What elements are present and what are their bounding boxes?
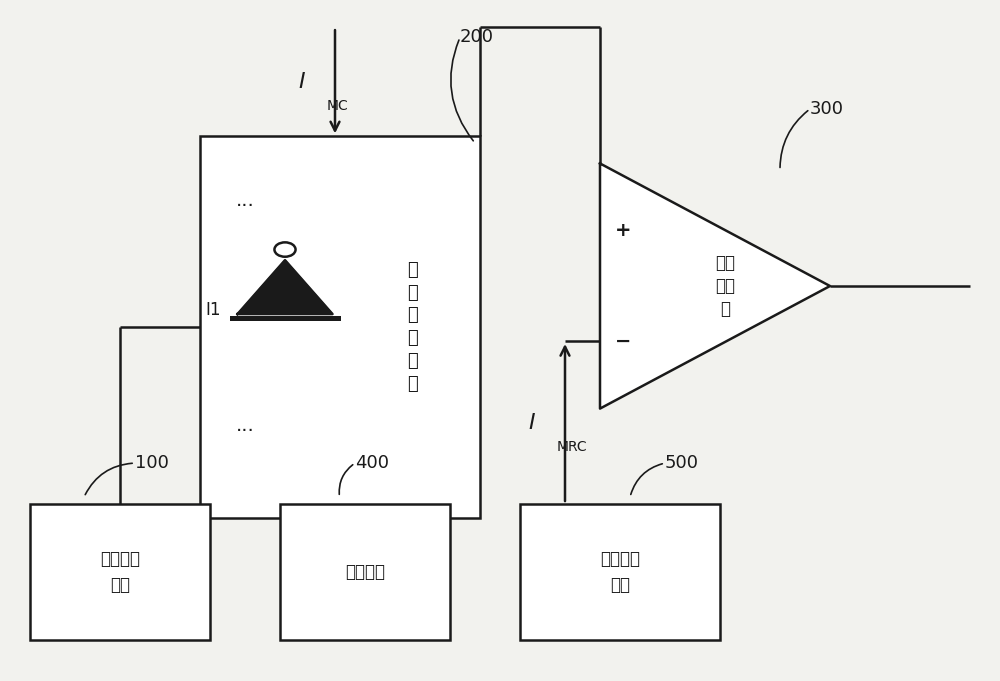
Text: 200: 200	[460, 29, 494, 46]
Bar	[30, 504, 210, 640]
Text: 温度补偿
单元: 温度补偿 单元	[100, 550, 140, 595]
Text: I: I	[298, 72, 305, 92]
Text: I: I	[528, 413, 535, 432]
Text: ...: ...	[236, 416, 254, 435]
Polygon shape	[237, 260, 333, 314]
Text: ...: ...	[236, 191, 254, 210]
Text: MRC: MRC	[557, 440, 588, 454]
Text: −: −	[615, 332, 631, 351]
Bar	[280, 504, 450, 640]
Text: 电流
比较
器: 电流 比较 器	[715, 254, 735, 318]
Text: 参考存储
单元: 参考存储 单元	[600, 550, 640, 595]
Bar	[200, 136, 480, 518]
Text: 300: 300	[810, 100, 844, 118]
Text: 储存单元: 储存单元	[345, 563, 385, 581]
Polygon shape	[600, 163, 830, 409]
Text: I1: I1	[205, 301, 220, 319]
Text: 100: 100	[135, 454, 169, 472]
Bar	[520, 504, 720, 640]
Text: +: +	[615, 221, 632, 240]
Text: 反
馈
钳
位
电
路: 反 馈 钳 位 电 路	[407, 261, 418, 393]
Text: 500: 500	[665, 454, 699, 472]
Text: MC: MC	[327, 99, 349, 113]
Text: 400: 400	[355, 454, 389, 472]
